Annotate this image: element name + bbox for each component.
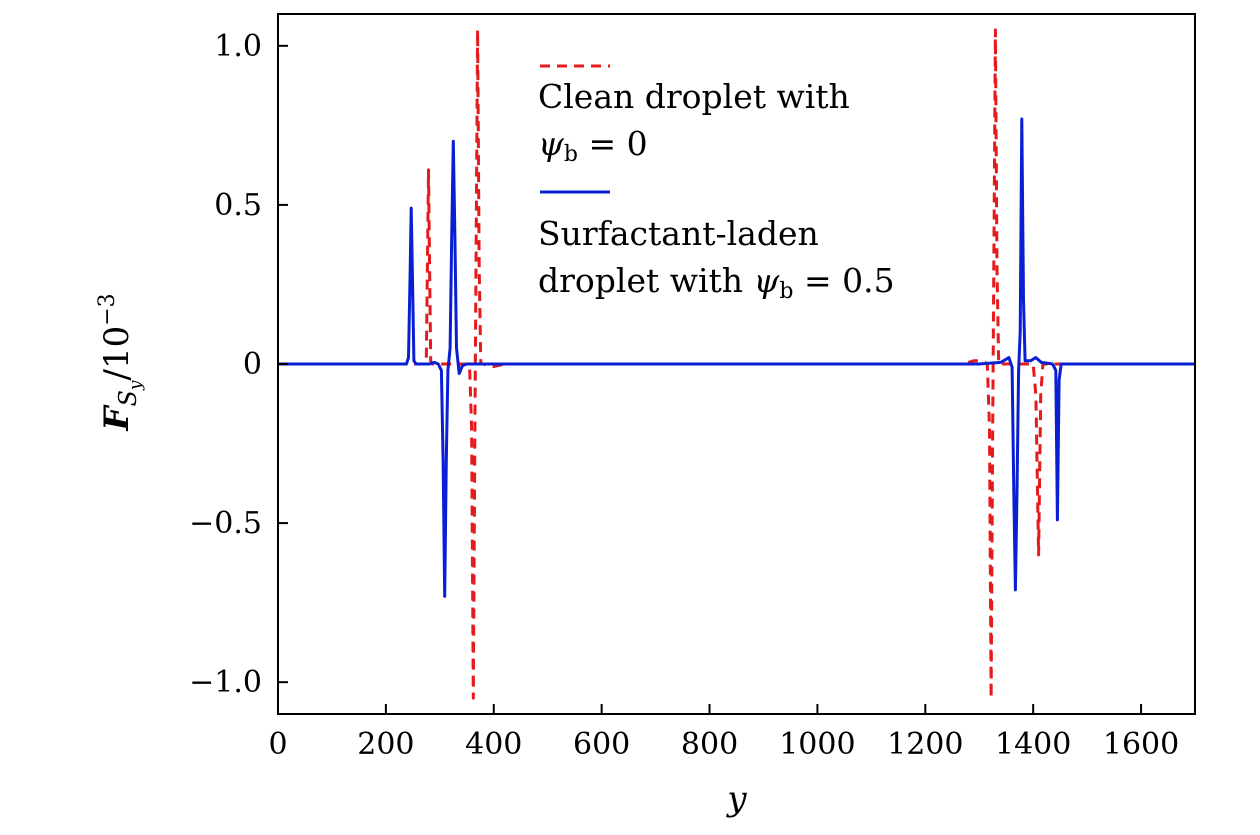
x-axis-label: y <box>725 779 747 819</box>
x-tick-label: 1200 <box>887 727 963 762</box>
plot-lines <box>278 28 1195 700</box>
y-tick-label: −1.0 <box>189 665 262 700</box>
legend: Clean droplet with ψb = 0 Surfactant-lad… <box>538 64 895 304</box>
x-tick-label: 0 <box>268 727 287 762</box>
x-tick-label: 1600 <box>1103 727 1179 762</box>
series-line-surfactant <box>278 117 1195 598</box>
legend-label-clean-line1: Clean droplet with <box>538 77 850 116</box>
y-tick-label: −0.5 <box>189 506 262 541</box>
y-tick-label: 0.5 <box>214 188 262 223</box>
y-axis-label: FSy/10−3 <box>95 293 146 431</box>
x-tick-label: 1400 <box>995 727 1071 762</box>
x-tick-label: 600 <box>573 727 630 762</box>
y-axis-ticks: 1.0 0.5 0 −0.5 −1.0 <box>189 29 288 700</box>
legend-label-surfactant-line2: droplet with ψb = 0.5 <box>538 261 895 304</box>
x-tick-label: 200 <box>357 727 414 762</box>
legend-label-clean-line2: ψb = 0 <box>538 124 648 167</box>
x-tick-label: 400 <box>465 727 522 762</box>
legend-label-surfactant-line1: Surfactant-laden <box>538 214 819 253</box>
x-tick-label: 800 <box>681 727 738 762</box>
x-tick-label: 1000 <box>779 727 855 762</box>
y-tick-label: 1.0 <box>214 29 262 64</box>
y-tick-label: 0 <box>243 347 262 382</box>
x-axis-ticks: 0 200 400 600 800 1000 1200 1400 1600 <box>268 704 1179 762</box>
